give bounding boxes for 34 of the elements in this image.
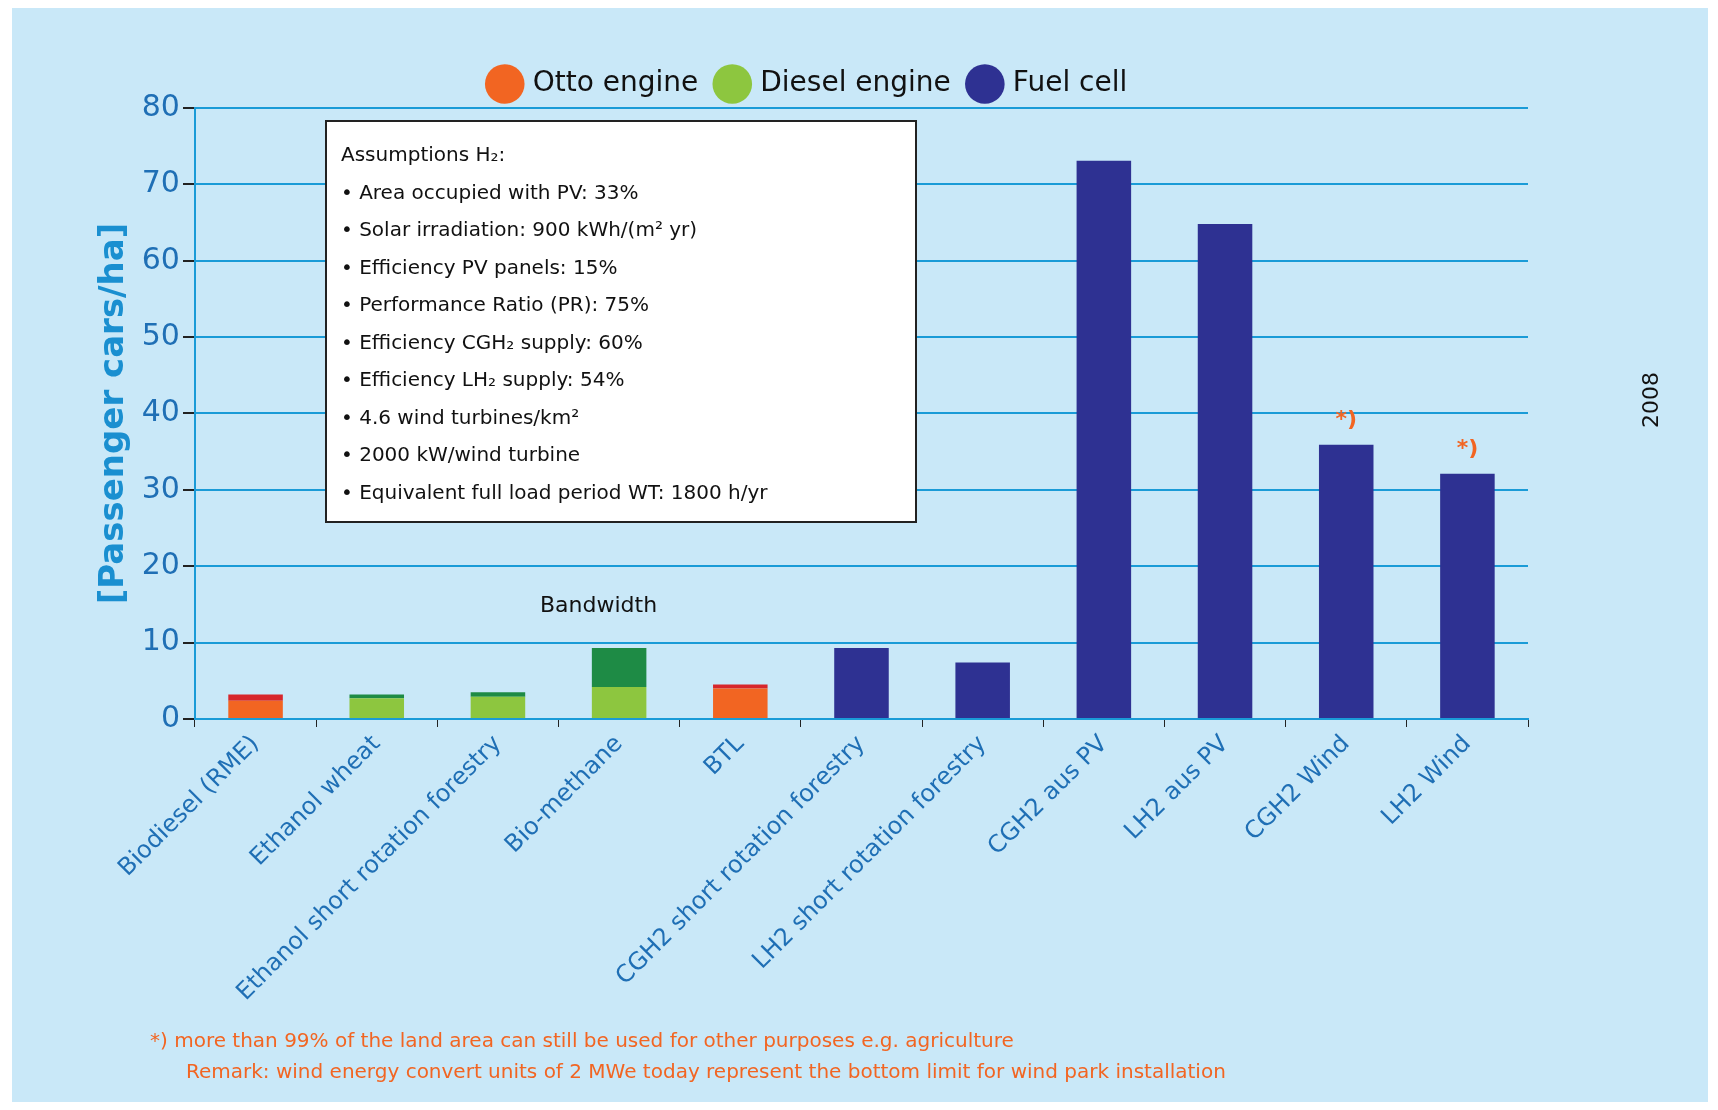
y-tick-label: 30 bbox=[141, 469, 180, 505]
y-tick-label: 10 bbox=[141, 622, 180, 658]
bar bbox=[470, 692, 526, 697]
y-tick-label: 40 bbox=[141, 393, 180, 429]
y-axis-title: [Passenger cars/ha] bbox=[91, 222, 132, 605]
text: 2008 bbox=[1637, 372, 1663, 428]
legend-label: Diesel engine bbox=[760, 65, 951, 99]
y-tick-label: 50 bbox=[141, 316, 180, 352]
bar bbox=[713, 688, 768, 718]
bar bbox=[1076, 160, 1132, 718]
bar bbox=[349, 698, 405, 718]
text: *) more than 99% of the land area can still be used for other purposes e.g. agriculture bbox=[150, 1027, 1015, 1054]
bar bbox=[228, 694, 283, 701]
bar bbox=[1318, 444, 1374, 718]
bar bbox=[591, 686, 647, 718]
bar bbox=[470, 696, 526, 718]
bar bbox=[228, 700, 283, 718]
annotation: *) bbox=[1456, 434, 1479, 460]
bar bbox=[591, 647, 647, 687]
x-tick-label: BTL bbox=[697, 728, 750, 781]
text: Remark: wind energy convert units of 2 MWe today represent the bottom limit for wind park installation bbox=[185, 1058, 1226, 1085]
bar bbox=[1197, 224, 1253, 718]
y-tick-label: 70 bbox=[141, 164, 180, 200]
y-tick-label: 60 bbox=[141, 240, 180, 276]
y-tick-label: 80 bbox=[141, 87, 180, 123]
legend-label: Otto engine bbox=[532, 65, 699, 99]
legend-label: Fuel cell bbox=[1012, 65, 1128, 99]
y-tick-label: 20 bbox=[141, 546, 180, 582]
assumptions-box: Assumptions H₂: • Area occupied with PV: 33% • Solar irradiation: 900 kWh/(m² yr) • Efficiency PV panels: 15% • Performance Ratio (PR): 75% • Efficiency CGH₂ supply: 60% • Efficiency LH₂ supply: 54% • 4.6 wind turbines/km² • 2000 kW/wind turbine • Equivalent full load period WT: 1800 h/yr bbox=[325, 120, 917, 523]
bar bbox=[955, 662, 1010, 718]
y-tick-label: 0 bbox=[160, 698, 180, 734]
bar bbox=[1440, 473, 1495, 718]
annotation: Bandwidth bbox=[540, 592, 658, 617]
bar bbox=[834, 647, 889, 718]
